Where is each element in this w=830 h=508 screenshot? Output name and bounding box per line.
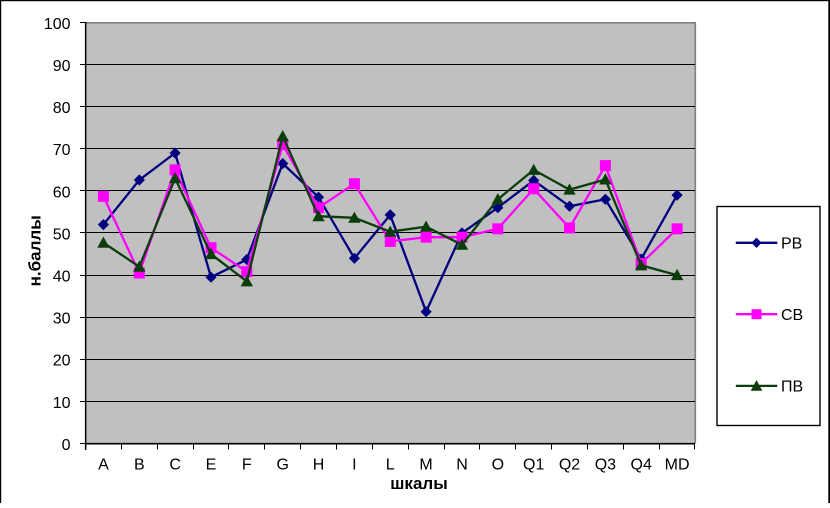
svg-text:Q2: Q2	[559, 457, 580, 474]
svg-text:30: 30	[53, 311, 71, 328]
svg-text:50: 50	[53, 226, 71, 243]
svg-text:H: H	[313, 457, 325, 474]
svg-text:MD: MD	[665, 457, 690, 474]
svg-text:20: 20	[53, 353, 71, 370]
svg-text:СВ: СВ	[781, 307, 803, 324]
svg-text:н.баллы: н.баллы	[26, 215, 45, 286]
svg-text:70: 70	[53, 142, 71, 159]
svg-text:ПВ: ПВ	[781, 379, 803, 396]
svg-text:F: F	[242, 457, 252, 474]
svg-text:A: A	[98, 457, 109, 474]
svg-text:B: B	[134, 457, 145, 474]
svg-text:60: 60	[53, 184, 71, 201]
svg-text:E: E	[206, 457, 217, 474]
svg-text:N: N	[456, 457, 468, 474]
svg-text:C: C	[169, 457, 181, 474]
svg-text:10: 10	[53, 395, 71, 412]
svg-text:Q3: Q3	[595, 457, 616, 474]
svg-text:100: 100	[44, 16, 71, 33]
svg-text:L: L	[386, 457, 395, 474]
svg-text:Q4: Q4	[631, 457, 652, 474]
svg-text:40: 40	[53, 269, 71, 286]
svg-text:РВ: РВ	[781, 236, 802, 253]
svg-text:I: I	[352, 457, 356, 474]
svg-text:90: 90	[53, 58, 71, 75]
svg-text:Q1: Q1	[523, 457, 544, 474]
svg-text:G: G	[276, 457, 288, 474]
svg-text:O: O	[492, 457, 504, 474]
svg-text:шкалы: шкалы	[390, 474, 447, 493]
svg-text:0: 0	[62, 437, 71, 454]
svg-text:M: M	[419, 457, 432, 474]
svg-text:80: 80	[53, 100, 71, 117]
